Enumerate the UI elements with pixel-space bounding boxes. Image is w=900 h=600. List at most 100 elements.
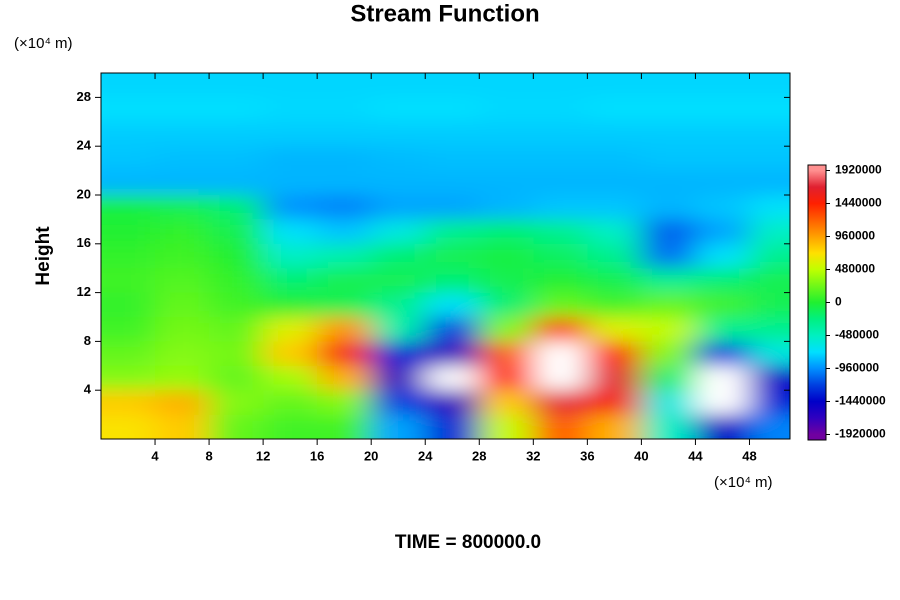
field-cell — [587, 243, 642, 269]
field-cell — [155, 170, 210, 196]
field-cell — [263, 146, 318, 172]
field-cell — [425, 292, 480, 318]
field-cell — [533, 195, 588, 220]
x-tick-label: 16 — [310, 448, 324, 463]
x-tick-label: 40 — [634, 448, 648, 463]
field-cell — [371, 195, 426, 220]
field-cell — [479, 219, 534, 245]
field-cell — [209, 317, 264, 342]
x-tick-label: 32 — [526, 448, 540, 463]
field-cell — [641, 268, 696, 294]
field-cell — [479, 365, 534, 391]
x-tick-label: 48 — [742, 448, 756, 463]
field-cell — [695, 317, 750, 342]
field-cell — [641, 414, 696, 439]
field-cell — [371, 268, 426, 294]
field-cell — [263, 341, 318, 367]
field-cell — [209, 121, 264, 147]
field-cell — [425, 170, 480, 196]
field-cell — [263, 97, 318, 123]
field-cell — [533, 292, 588, 318]
field-cell — [425, 414, 480, 439]
field-cell — [695, 414, 750, 439]
field-cell — [641, 243, 696, 269]
field-cell — [695, 195, 750, 220]
field-cell — [641, 365, 696, 391]
field-cell — [101, 146, 156, 172]
field-cell — [533, 73, 588, 98]
field-cell — [587, 268, 642, 294]
field-cell — [533, 121, 588, 147]
field-cell — [533, 390, 588, 416]
field-cell — [209, 390, 264, 416]
field-cell — [101, 317, 156, 342]
field-cell — [641, 97, 696, 123]
field-cell — [695, 170, 750, 196]
field-cell — [155, 292, 210, 318]
x-tick-label: 8 — [205, 448, 212, 463]
field-cell — [641, 121, 696, 147]
field-cell — [479, 97, 534, 123]
field-cell — [479, 170, 534, 196]
field-cell — [479, 414, 534, 439]
field-cell — [479, 317, 534, 342]
field-cell — [155, 341, 210, 367]
field-cell — [749, 292, 790, 318]
field-cell — [587, 170, 642, 196]
axes: 1920000 1440000 960000 480000 0 -480000 -96000… — [77, 73, 886, 463]
field-cell — [209, 146, 264, 172]
y-tick-label: 4 — [84, 382, 92, 397]
field-cell — [263, 243, 318, 269]
field-cell — [749, 97, 790, 123]
y-tick-label: 8 — [84, 333, 91, 348]
field-cell — [641, 170, 696, 196]
field-cell — [317, 121, 372, 147]
field-cell — [209, 268, 264, 294]
field-cell — [317, 195, 372, 220]
plot-frame — [100, 72, 791, 440]
field-cell — [749, 414, 790, 439]
field-cell — [209, 414, 264, 439]
field-cell — [587, 97, 642, 123]
field-cell — [155, 317, 210, 342]
colorbar-tick-label: 480000 — [835, 262, 875, 276]
colorbar-tick-label: -480000 — [835, 328, 879, 342]
field-cell — [587, 317, 642, 342]
field-cell — [101, 73, 156, 98]
x-tick-label: 36 — [580, 448, 594, 463]
field-cell — [101, 97, 156, 123]
field-cell — [695, 121, 750, 147]
field-cell — [209, 365, 264, 391]
field-cell — [155, 414, 210, 439]
field-cell — [587, 365, 642, 391]
field-cell — [371, 414, 426, 439]
field-cell — [695, 268, 750, 294]
field-cell — [371, 121, 426, 147]
field-cell — [695, 243, 750, 269]
field-cell — [749, 243, 790, 269]
field-cell — [317, 170, 372, 196]
field-cell — [209, 97, 264, 123]
field-cell — [209, 219, 264, 245]
field-cell — [155, 195, 210, 220]
field-cell — [695, 97, 750, 123]
field-cell — [101, 219, 156, 245]
field-cell — [479, 243, 534, 269]
field-cell — [749, 268, 790, 294]
field-cell — [533, 146, 588, 172]
field-cell — [317, 97, 372, 123]
x-tick-label: 28 — [472, 448, 486, 463]
field-cell — [155, 121, 210, 147]
field-cell — [317, 73, 372, 98]
field-cell — [155, 73, 210, 98]
field-cell — [371, 97, 426, 123]
field-cell — [317, 317, 372, 342]
field-cell — [317, 268, 372, 294]
field-cell — [371, 365, 426, 391]
field-cell — [533, 219, 588, 245]
field-cell — [371, 243, 426, 269]
field-cell — [371, 73, 426, 98]
field-cell — [533, 170, 588, 196]
field-cell — [101, 365, 156, 391]
